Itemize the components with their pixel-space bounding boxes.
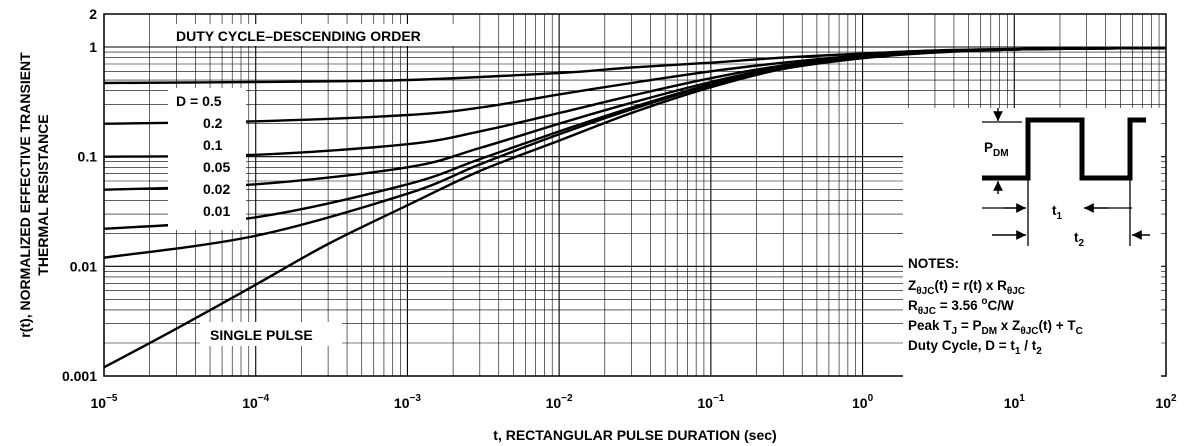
t2-label: t2 <box>1074 230 1085 249</box>
inset-panel: PDM t1 t2 NOTES: ZθJC(t) = r(t) x RθJC R… <box>903 108 1161 378</box>
y-axis-label-line2: THERMAL RESISTANCE <box>35 114 51 275</box>
plot-frame <box>103 13 1167 377</box>
y-tick-label-3: 0.01 <box>70 258 97 274</box>
curve-series-0 <box>103 46 1167 85</box>
x-axis-label: t, RECTANGULAR PULSE DURATION (sec) <box>493 427 776 443</box>
curves <box>103 46 1167 369</box>
pulse-waveform <box>982 117 1146 181</box>
legend-label-001: 0.01 <box>203 203 230 219</box>
pdm-label: PDM <box>984 140 1009 159</box>
x-tick-label-4: 10−1 <box>697 393 724 411</box>
single-pulse-box <box>200 322 342 346</box>
legend-box <box>168 88 246 230</box>
legend-label-d05: D = 0.5 <box>176 93 222 109</box>
legend-label-002: 0.02 <box>203 181 230 197</box>
y-axis-ticks: 2 1 0.1 0.01 0.001 <box>62 6 97 384</box>
legend-label-005: 0.05 <box>203 159 230 175</box>
grid-lines <box>103 13 1166 377</box>
x-tick-label-7: 102 <box>1155 393 1177 411</box>
duty-cycle-title: DUTY CYCLE–DESCENDING ORDER <box>176 28 421 44</box>
y-tick-label-0: 2 <box>89 6 97 22</box>
note-line-zthjc: ZθJC(t) = r(t) x RθJC <box>908 278 1025 297</box>
y-tick-label-4: 0.001 <box>62 368 97 384</box>
x-tick-label-3: 10−2 <box>546 393 573 411</box>
note-line-rthjc: RθJC = 3.56 oC/W <box>908 296 1014 317</box>
dimension-lines <box>982 121 1132 246</box>
y-tick-label-2: 0.1 <box>78 149 98 165</box>
legend-label-02: 0.2 <box>203 115 223 131</box>
x-tick-label-0: 10−5 <box>91 393 118 411</box>
t1-label: t1 <box>1052 203 1063 222</box>
x-tick-label-5: 100 <box>852 393 874 411</box>
notes-title: NOTES: <box>908 256 959 271</box>
x-axis-ticks: 10−5 10−4 10−3 10−2 10−1 100 101 102 <box>91 393 1178 411</box>
y-tick-label-1: 1 <box>89 39 97 55</box>
x-tick-label-1: 10−4 <box>242 393 269 411</box>
x-tick-label-6: 101 <box>1004 393 1026 411</box>
dimension-arrows <box>992 108 1150 240</box>
note-line-peak-tj: Peak TJ = PDM x ZθJC(t) + TC <box>908 318 1083 337</box>
note-line-duty-cycle: Duty Cycle, D = t1 / t2 <box>908 338 1042 357</box>
legend-label-01: 0.1 <box>203 137 223 153</box>
x-tick-label-2: 10−3 <box>394 393 421 411</box>
curve-series-6 <box>103 46 1167 369</box>
duty-title-box <box>168 24 478 46</box>
single-pulse-label: SINGLE PULSE <box>210 327 313 343</box>
y-axis-label-line1: r(t), NORMALIZED EFFECTIVE TRANSIENT <box>17 52 33 338</box>
